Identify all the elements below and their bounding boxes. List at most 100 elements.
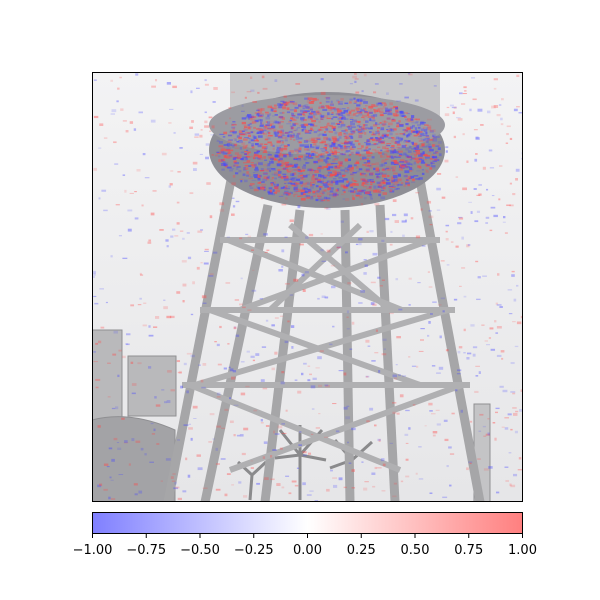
heatmap-cell xyxy=(407,133,412,135)
heatmap-cell xyxy=(112,353,117,356)
heatmap-cell xyxy=(342,198,346,200)
heatmap-cell xyxy=(206,182,211,185)
heatmap-cell xyxy=(437,147,441,151)
heatmap-cell xyxy=(356,99,360,102)
heatmap-cell xyxy=(246,171,249,174)
heatmap-cell xyxy=(139,297,142,300)
heatmap-cell xyxy=(231,182,236,186)
heatmap-cell xyxy=(259,124,264,127)
heatmap-cell xyxy=(424,124,429,126)
heatmap-cell xyxy=(327,187,330,191)
heatmap-cell xyxy=(388,122,393,126)
heatmap-cell xyxy=(290,325,295,328)
heatmap-cell xyxy=(400,137,404,141)
heatmap-cell xyxy=(380,108,383,111)
heatmap-cell xyxy=(440,297,445,300)
heatmap-cell xyxy=(352,180,356,182)
heatmap-cell xyxy=(365,146,369,149)
heatmap-cell xyxy=(262,187,267,191)
heatmap-cell xyxy=(380,102,383,104)
heatmap-cell xyxy=(351,194,354,198)
heatmap-cell xyxy=(293,139,296,141)
heatmap-cell xyxy=(244,179,248,183)
heatmap-cell xyxy=(380,104,383,106)
heatmap-cell xyxy=(296,167,301,169)
heatmap-cell xyxy=(382,106,386,108)
heatmap-cell xyxy=(165,458,171,461)
heatmap-cell xyxy=(229,397,232,400)
heatmap-cell xyxy=(280,147,283,151)
heatmap-cell xyxy=(279,147,285,151)
heatmap-cell xyxy=(387,108,393,112)
heatmap-cell xyxy=(427,271,430,273)
heatmap-cell xyxy=(404,160,410,163)
heatmap-cell xyxy=(437,304,442,306)
heatmap-cell xyxy=(451,412,455,415)
heatmap-cell xyxy=(275,131,280,134)
heatmap-cell xyxy=(301,119,304,122)
heatmap-cell xyxy=(344,142,348,145)
heatmap-cell xyxy=(391,166,397,169)
heatmap-cell xyxy=(394,377,398,380)
heatmap-cell xyxy=(225,149,230,152)
heatmap-cell xyxy=(306,494,312,496)
heatmap-cell xyxy=(429,139,434,141)
heatmap-cell xyxy=(482,425,486,428)
heatmap-cell xyxy=(305,236,309,239)
heatmap-cell xyxy=(363,149,369,152)
heatmap-cell xyxy=(392,169,396,172)
heatmap-cell xyxy=(323,184,329,188)
heatmap-cell xyxy=(326,137,331,141)
heatmap-cell xyxy=(303,123,309,127)
heatmap-cell xyxy=(381,279,385,281)
heatmap-cell xyxy=(502,389,508,393)
heatmap-cell xyxy=(359,128,363,131)
heatmap-cell xyxy=(291,113,294,116)
heatmap-cell xyxy=(272,189,275,192)
heatmap-cell xyxy=(228,155,233,158)
heatmap-cell xyxy=(355,151,360,154)
heatmap-cell xyxy=(129,192,134,194)
heatmap-cell xyxy=(93,361,98,363)
heatmap-cell xyxy=(486,344,490,346)
heatmap-cell xyxy=(426,155,431,157)
heatmap-cell xyxy=(315,151,318,154)
heatmap-cell xyxy=(414,160,418,162)
heatmap-cell xyxy=(407,113,410,115)
heatmap-cell xyxy=(271,177,274,179)
heatmap-cell xyxy=(379,128,385,131)
heatmap-cell xyxy=(222,161,226,164)
heatmap-cell xyxy=(280,140,284,142)
heatmap-cell xyxy=(495,407,500,410)
heatmap-cell xyxy=(115,406,119,410)
heatmap-cell xyxy=(253,140,259,142)
heatmap-cell xyxy=(172,85,177,89)
heatmap-cell xyxy=(142,324,147,327)
heatmap-cell xyxy=(428,147,432,150)
heatmap-cell xyxy=(246,174,250,177)
heatmap-cell xyxy=(392,402,397,404)
heatmap-cell xyxy=(281,432,287,434)
heatmap-cell xyxy=(381,179,384,182)
heatmap-cell xyxy=(377,108,381,110)
heatmap-cell xyxy=(229,420,234,424)
heatmap-cell xyxy=(427,125,432,129)
heatmap-cell xyxy=(163,299,166,301)
heatmap-cell xyxy=(288,153,294,157)
heatmap-cell xyxy=(212,438,215,440)
heatmap-cell xyxy=(308,452,312,455)
heatmap-cell xyxy=(227,143,232,147)
heatmap-cell xyxy=(223,144,228,146)
heatmap-cell xyxy=(241,452,246,456)
heatmap-cell xyxy=(423,154,426,156)
heatmap-cell xyxy=(366,139,370,143)
heatmap-cell xyxy=(300,124,305,127)
heatmap-cell xyxy=(356,104,361,107)
heatmap-cell xyxy=(222,153,228,155)
heatmap-cell xyxy=(262,387,268,390)
heatmap-cell xyxy=(361,149,366,152)
heatmap-cell xyxy=(284,139,288,142)
heatmap-cell xyxy=(477,108,483,112)
heatmap-cell xyxy=(315,147,319,150)
heatmap-cell xyxy=(250,176,253,178)
